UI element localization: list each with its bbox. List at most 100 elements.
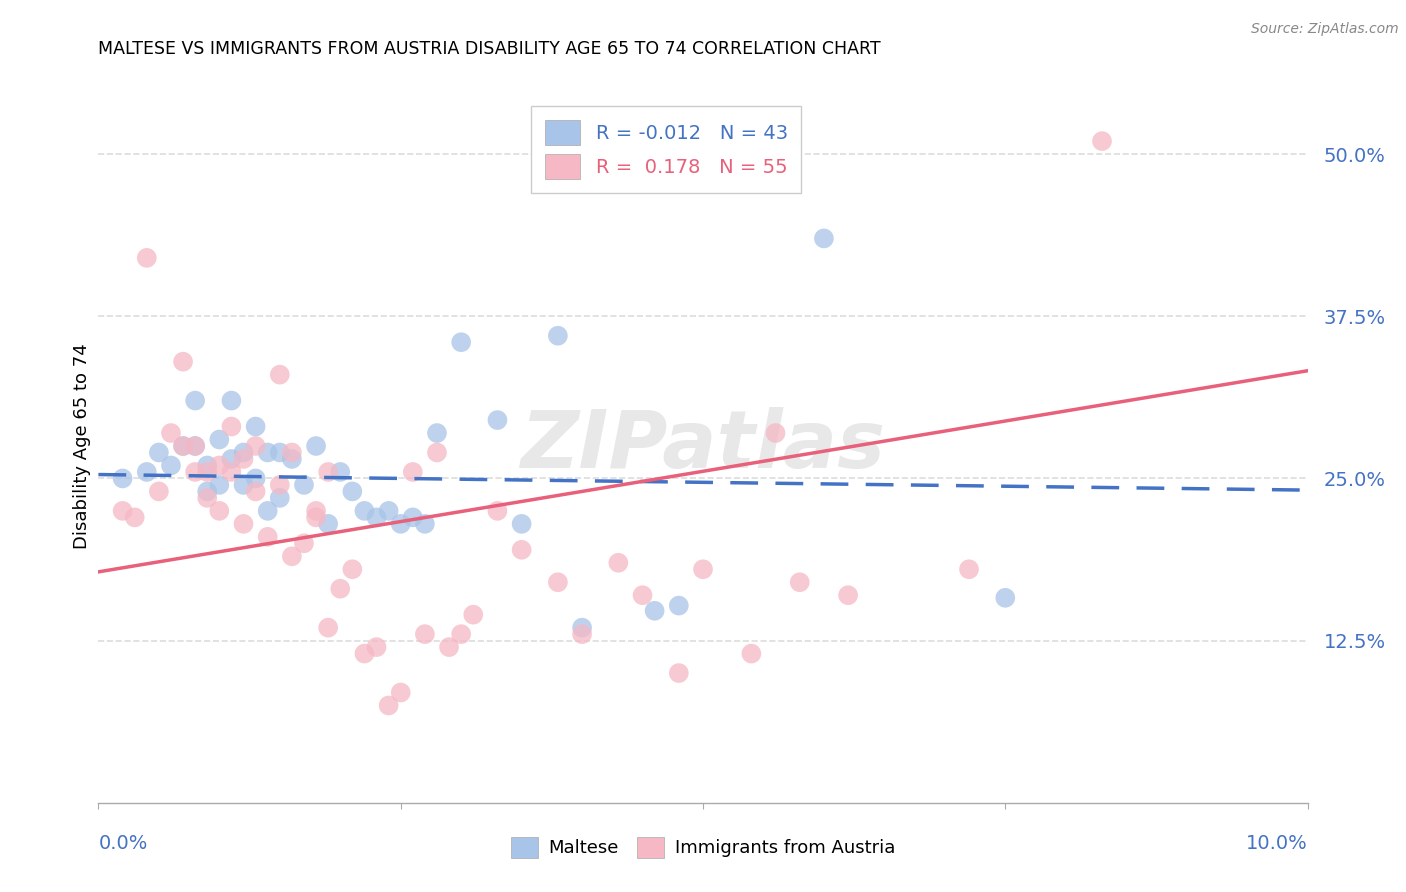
Point: [269, 491, 291, 505]
Text: MALTESE VS IMMIGRANTS FROM AUSTRIA DISABILITY AGE 65 TO 74 CORRELATION CHART: MALTESE VS IMMIGRANTS FROM AUSTRIA DISAB…: [98, 40, 882, 58]
Point: [135, 251, 157, 265]
Point: [402, 510, 425, 524]
Point: [245, 439, 267, 453]
Point: [184, 393, 207, 408]
Point: [195, 484, 218, 499]
Legend: Maltese, Immigrants from Austria: Maltese, Immigrants from Austria: [503, 830, 903, 865]
Point: [389, 685, 412, 699]
Point: [413, 516, 436, 531]
Point: [292, 478, 315, 492]
Point: [571, 627, 593, 641]
Point: [195, 458, 218, 473]
Point: [245, 471, 267, 485]
Point: [208, 458, 231, 473]
Point: [221, 393, 243, 408]
Point: [245, 419, 267, 434]
Point: [124, 510, 146, 524]
Point: [463, 607, 485, 622]
Point: [389, 516, 412, 531]
Point: [329, 465, 352, 479]
Point: [221, 419, 243, 434]
Point: [668, 599, 690, 613]
Point: [450, 335, 472, 350]
Point: [305, 510, 328, 524]
Point: [957, 562, 980, 576]
Point: [111, 504, 134, 518]
Point: [353, 647, 375, 661]
Text: Source: ZipAtlas.com: Source: ZipAtlas.com: [1251, 22, 1399, 37]
Point: [160, 458, 183, 473]
Point: [208, 478, 231, 492]
Point: [281, 549, 304, 564]
Point: [692, 562, 714, 576]
Point: [450, 627, 472, 641]
Point: [329, 582, 352, 596]
Point: [402, 465, 425, 479]
Point: [269, 478, 291, 492]
Point: [232, 478, 254, 492]
Point: [305, 504, 328, 518]
Point: [148, 484, 170, 499]
Text: 10.0%: 10.0%: [1246, 834, 1308, 853]
Point: [269, 368, 291, 382]
Point: [342, 484, 364, 499]
Point: [269, 445, 291, 459]
Point: [510, 516, 533, 531]
Point: [172, 439, 194, 453]
Point: [281, 452, 304, 467]
Point: [837, 588, 859, 602]
Point: [256, 445, 278, 459]
Point: [426, 425, 449, 440]
Point: [184, 465, 207, 479]
Point: [245, 484, 267, 499]
Point: [486, 413, 509, 427]
Text: 0.0%: 0.0%: [98, 834, 148, 853]
Point: [232, 445, 254, 459]
Point: [208, 433, 231, 447]
Point: [437, 640, 460, 654]
Point: [221, 465, 243, 479]
Point: [486, 504, 509, 518]
Point: [366, 640, 388, 654]
Point: [316, 621, 339, 635]
Point: [547, 328, 569, 343]
Point: [353, 504, 375, 518]
Point: [316, 516, 339, 531]
Point: [571, 621, 593, 635]
Point: [607, 556, 630, 570]
Point: [316, 465, 339, 479]
Point: [172, 354, 194, 368]
Point: [740, 647, 762, 661]
Point: [668, 666, 690, 681]
Point: [195, 491, 218, 505]
Point: [184, 439, 207, 453]
Legend: R = -0.012   N = 43, R =  0.178   N = 55: R = -0.012 N = 43, R = 0.178 N = 55: [531, 106, 801, 193]
Point: [221, 452, 243, 467]
Point: [426, 445, 449, 459]
Point: [208, 504, 231, 518]
Point: [765, 425, 787, 440]
Point: [160, 425, 183, 440]
Point: [256, 504, 278, 518]
Point: [184, 439, 207, 453]
Point: [547, 575, 569, 590]
Point: [292, 536, 315, 550]
Point: [232, 516, 254, 531]
Text: ZIPatlas: ZIPatlas: [520, 407, 886, 485]
Point: [305, 439, 328, 453]
Point: [111, 471, 134, 485]
Point: [994, 591, 1017, 605]
Point: [813, 231, 835, 245]
Point: [366, 510, 388, 524]
Point: [377, 504, 399, 518]
Point: [413, 627, 436, 641]
Point: [232, 452, 254, 467]
Point: [510, 542, 533, 557]
Point: [342, 562, 364, 576]
Point: [148, 445, 170, 459]
Point: [1091, 134, 1114, 148]
Point: [631, 588, 654, 602]
Point: [644, 604, 666, 618]
Y-axis label: Disability Age 65 to 74: Disability Age 65 to 74: [73, 343, 91, 549]
Point: [135, 465, 157, 479]
